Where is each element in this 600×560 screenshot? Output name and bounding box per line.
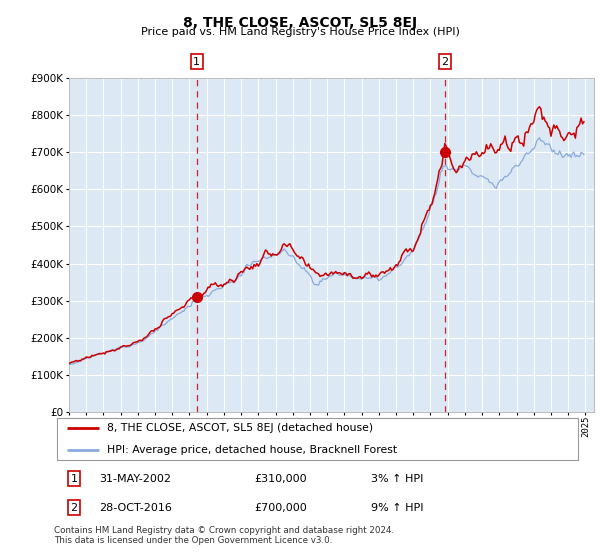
Text: 2: 2 bbox=[71, 503, 77, 512]
Text: HPI: Average price, detached house, Bracknell Forest: HPI: Average price, detached house, Brac… bbox=[107, 445, 397, 455]
Text: 28-OCT-2016: 28-OCT-2016 bbox=[99, 503, 172, 512]
Text: 1: 1 bbox=[193, 57, 200, 67]
FancyBboxPatch shape bbox=[56, 418, 578, 460]
Text: 1: 1 bbox=[71, 474, 77, 483]
Text: £700,000: £700,000 bbox=[254, 503, 307, 512]
Text: 8, THE CLOSE, ASCOT, SL5 8EJ: 8, THE CLOSE, ASCOT, SL5 8EJ bbox=[183, 16, 417, 30]
Text: 3% ↑ HPI: 3% ↑ HPI bbox=[371, 474, 423, 483]
Text: 9% ↑ HPI: 9% ↑ HPI bbox=[371, 503, 424, 512]
Text: This data is licensed under the Open Government Licence v3.0.: This data is licensed under the Open Gov… bbox=[54, 536, 332, 545]
Text: Contains HM Land Registry data © Crown copyright and database right 2024.: Contains HM Land Registry data © Crown c… bbox=[54, 526, 394, 535]
Text: £310,000: £310,000 bbox=[254, 474, 307, 483]
Text: 31-MAY-2002: 31-MAY-2002 bbox=[99, 474, 171, 483]
Text: 8, THE CLOSE, ASCOT, SL5 8EJ (detached house): 8, THE CLOSE, ASCOT, SL5 8EJ (detached h… bbox=[107, 423, 373, 433]
Text: 2: 2 bbox=[441, 57, 448, 67]
Text: Price paid vs. HM Land Registry's House Price Index (HPI): Price paid vs. HM Land Registry's House … bbox=[140, 27, 460, 37]
